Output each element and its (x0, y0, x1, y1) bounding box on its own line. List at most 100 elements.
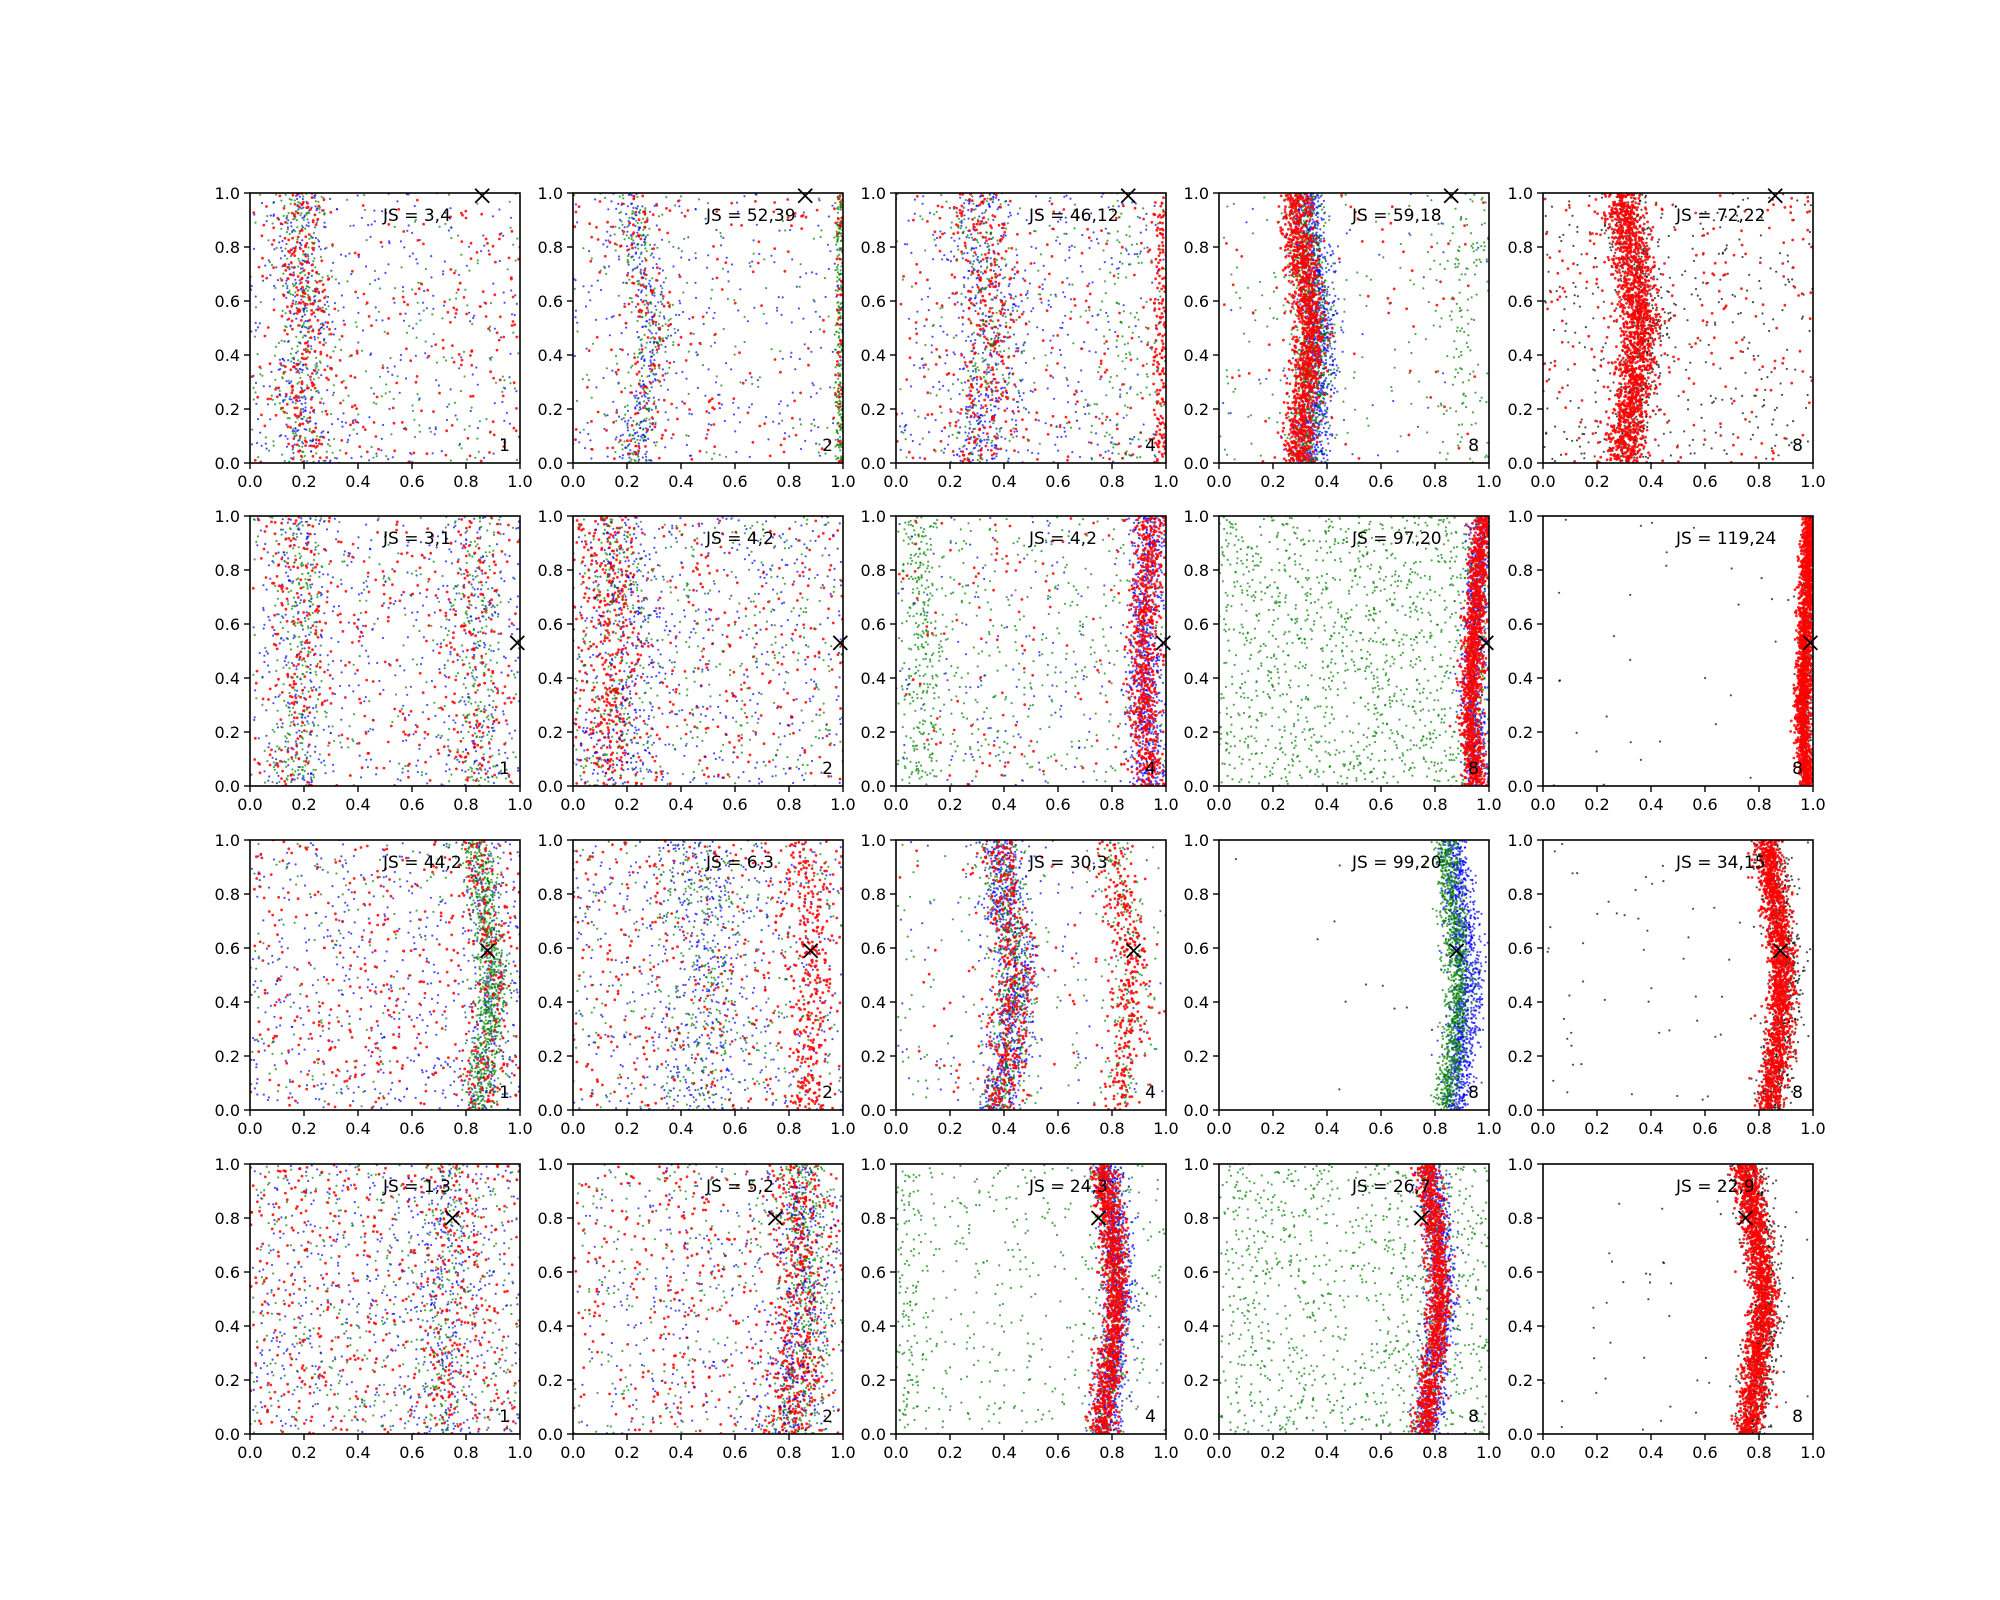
scatter-point (301, 388, 304, 391)
scatter-point (380, 395, 383, 398)
scatter-point (388, 242, 391, 245)
scatter-point (361, 204, 365, 207)
scatter-point (834, 445, 837, 448)
scatter-point (313, 213, 317, 217)
scatter-point (396, 375, 399, 378)
scatter-point (1160, 201, 1164, 205)
scatter-point (632, 212, 635, 215)
scatter-point (294, 210, 297, 213)
scatter-point (807, 347, 810, 350)
scatter-point (590, 257, 593, 260)
y-tick-label: 0.4 (215, 346, 240, 365)
scatter-point (1315, 408, 1319, 411)
scatter-point (1112, 274, 1116, 278)
scatter-point (295, 406, 299, 410)
scatter-point (632, 223, 635, 227)
scatter-point (362, 292, 366, 296)
scatter-point (989, 403, 992, 406)
scatter-point (978, 203, 982, 207)
scatter-point (414, 380, 418, 384)
scatter-point (302, 206, 305, 209)
scatter-point (1140, 241, 1143, 245)
scatter-point (299, 247, 302, 251)
scatter-point (290, 252, 294, 256)
scatter-point (627, 220, 630, 223)
scatter-point (990, 262, 993, 265)
scatter-point (832, 422, 835, 425)
y-tick-label: 1.0 (538, 184, 563, 203)
scatter-point (573, 225, 577, 229)
scatter-point (1116, 423, 1119, 426)
scatter-point (1163, 403, 1166, 406)
scatter-point (329, 356, 332, 359)
scatter-point (306, 260, 310, 263)
scatter-point (971, 343, 975, 347)
scatter-point (288, 417, 291, 420)
scatter-point (928, 211, 932, 214)
scatter-point (941, 306, 944, 309)
scatter-point (653, 425, 657, 429)
scatter-point (268, 261, 271, 264)
scatter-point (837, 374, 841, 377)
scatter-point (839, 272, 842, 275)
scatter-point (328, 333, 331, 336)
scatter-point (996, 319, 1000, 322)
scatter-point (1046, 364, 1049, 367)
scatter-point (977, 422, 981, 425)
scatter-point (945, 349, 948, 352)
scatter-point (1035, 411, 1039, 415)
scatter-point (1157, 392, 1160, 396)
scatter-point (818, 443, 821, 446)
scatter-point (301, 325, 304, 328)
scatter-point (705, 311, 708, 314)
scatter-point (1011, 418, 1014, 421)
scatter-point (620, 390, 623, 394)
scatter-point (429, 430, 432, 433)
scatter-point (1154, 324, 1158, 327)
scatter-point (689, 332, 693, 335)
scatter-point (1307, 204, 1310, 207)
scatter-point (720, 244, 723, 247)
scatter-point (976, 312, 980, 316)
scatter-point (644, 277, 648, 280)
scatter-point (418, 312, 421, 315)
scatter-point (938, 249, 942, 253)
scatter-point (948, 421, 952, 425)
scatter-point (390, 433, 393, 436)
scatter-point (286, 417, 289, 420)
scatter-point (283, 411, 286, 414)
scatter-point (1329, 330, 1332, 333)
scatter-point (334, 327, 337, 331)
scatter-point (595, 386, 598, 389)
scatter-point (648, 418, 651, 421)
scatter-point (657, 347, 661, 350)
scatter-point (1050, 255, 1054, 258)
scatter-point (933, 230, 937, 234)
scatter-point (1090, 458, 1093, 461)
scatter-point (727, 270, 730, 273)
scatter-point (326, 274, 329, 278)
scatter-point (297, 359, 300, 362)
scatter-point (988, 278, 991, 281)
scatter-point (683, 237, 686, 240)
scatter-point (1068, 246, 1071, 249)
scatter-point (975, 388, 979, 391)
scatter-point (991, 306, 994, 310)
scatter-point (516, 237, 519, 240)
scatter-point (1068, 249, 1071, 252)
scatter-point (294, 283, 297, 286)
scatter-point (581, 378, 584, 381)
scatter-point (290, 398, 293, 401)
scatter-point (901, 278, 905, 281)
scatter-point (466, 304, 469, 307)
scatter-point (1089, 441, 1093, 445)
scatter-point (625, 213, 628, 216)
scatter-point (375, 319, 378, 322)
scatter-point (636, 411, 639, 415)
scatter-point (1094, 415, 1098, 419)
scatter-point (630, 424, 634, 427)
scatter-point (285, 412, 289, 415)
scatter-point (986, 371, 989, 374)
scatter-point (833, 262, 836, 265)
scatter-point (274, 378, 277, 381)
